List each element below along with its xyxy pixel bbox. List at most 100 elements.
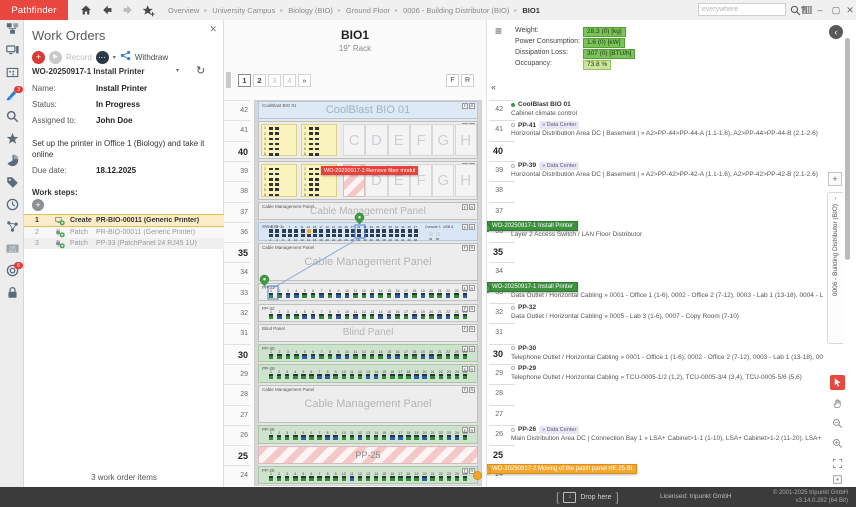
port-23[interactable]: 23 (453, 310, 460, 319)
rack-module-pp-29[interactable]: PP-29 F R 1 2 3 4 5 6 7 8 9 10 11 12 13 14 15 16 17 18 19 20 21… (258, 364, 478, 383)
rack-module-pp-26[interactable]: PP-26 F R 1 2 3 4 5 6 7 8 9 10 11 12 13 14 15 16 17 18 19 20 21… (258, 425, 478, 444)
view-f-button[interactable]: F (446, 74, 459, 87)
port-7[interactable]: 7 (316, 431, 323, 441)
rack-module-pp-32[interactable]: PP-32 F R 1 2 3 4 5 6 7 8 9 10 11 12 13 14 15 16 17 18 19 20 21… (258, 303, 478, 322)
work-order-banner[interactable]: WO-20250917-3 Remove fiber modul (321, 166, 419, 176)
rack-module-hatch[interactable]: PP-25 (258, 445, 478, 464)
switch-port[interactable] (401, 233, 406, 238)
port-16[interactable]: 16 (394, 350, 401, 360)
port-15[interactable]: 15 (386, 289, 393, 299)
port-20[interactable]: 20 (428, 289, 435, 299)
close-panel-icon[interactable]: ✕ (209, 24, 217, 34)
switch-port[interactable] (344, 229, 349, 233)
tab-building-distributor[interactable]: ‹ 0006 - Building Distributor (BIO) (827, 192, 843, 344)
port-4[interactable]: 4 (292, 431, 299, 441)
port-21[interactable]: 21 (429, 431, 436, 441)
switch-port[interactable] (401, 229, 406, 233)
port-8[interactable]: 8 (324, 370, 331, 380)
port-19[interactable]: 19 (413, 431, 420, 441)
maximize-button[interactable]: ▢ (831, 4, 841, 15)
module-chip-f[interactable]: F (462, 427, 468, 434)
port-17[interactable]: 17 (402, 350, 409, 360)
switch-port[interactable] (350, 229, 355, 233)
switch-port[interactable] (287, 233, 292, 238)
port-1[interactable]: 1 (268, 472, 275, 481)
switch-port[interactable] (319, 229, 324, 233)
port-19[interactable]: 19 (413, 472, 420, 481)
port-13[interactable]: 13 (365, 370, 372, 380)
unit-name-row[interactable]: PP-41» Data Center (511, 121, 580, 130)
breadcrumb-item[interactable]: 0006 - Building Distributor (BIO) (403, 5, 510, 15)
rack-menu-icon[interactable]: ≡ (495, 24, 503, 38)
breadcrumb-item[interactable]: BIO1 (522, 5, 540, 15)
minimize-button[interactable]: – (817, 5, 823, 15)
port-22[interactable]: 22 (445, 310, 452, 319)
fiber-slot-f[interactable]: F (409, 123, 433, 157)
sidebar-item-reports[interactable] (0, 152, 24, 174)
port-12[interactable]: 12 (360, 289, 367, 299)
port-20[interactable]: 20 (428, 350, 435, 360)
more-actions-button[interactable]: ⋯ (95, 50, 109, 64)
module-chip-f[interactable]: F (462, 467, 468, 474)
rack-module-pp-30[interactable]: PP-30 F R 1 2 3 4 5 6 7 8 9 10 11 12 13 14 15 16 17 18 19 20 21… (258, 344, 478, 363)
port-20[interactable]: 20 (421, 472, 428, 481)
module-chip-f[interactable]: F (462, 386, 468, 393)
sidebar-item-floorplan[interactable] (0, 64, 24, 86)
module-chip-r[interactable]: R (469, 325, 475, 332)
port-17[interactable]: 17 (402, 310, 409, 319)
zoom-out-icon[interactable] (830, 416, 845, 431)
port-22[interactable]: 22 (437, 431, 444, 441)
switch-port[interactable] (369, 229, 374, 233)
breadcrumb-item[interactable]: Overview (168, 5, 200, 15)
search-icon[interactable] (788, 3, 803, 17)
module-chip-r[interactable]: R (469, 224, 475, 231)
pager-button[interactable]: 4 (283, 74, 296, 87)
port-3[interactable]: 3 (284, 370, 291, 380)
port-7[interactable]: 7 (316, 370, 323, 380)
unit-name-row[interactable]: PP-39» Data Center (511, 161, 580, 170)
pager-button[interactable]: 2 (253, 74, 266, 87)
focus-selection-icon[interactable] (830, 472, 845, 487)
port-21[interactable]: 21 (436, 310, 443, 319)
port-23[interactable]: 23 (445, 472, 452, 481)
port-24[interactable]: 24 (462, 350, 469, 360)
port-24[interactable]: 24 (462, 289, 469, 299)
fiber-slot-e[interactable]: E (387, 123, 410, 157)
horizontal-scroll-thumb[interactable] (226, 72, 231, 88)
collapse-panel-button[interactable]: ‹ (829, 25, 843, 39)
port-19[interactable]: 19 (413, 370, 420, 380)
port-2[interactable]: 2 (276, 289, 283, 299)
switch-port[interactable] (363, 229, 368, 233)
barcode-icon[interactable] (799, 3, 814, 17)
port-14[interactable]: 14 (373, 431, 380, 441)
switch-port[interactable] (332, 233, 336, 238)
rack-module-blind-panel[interactable]: Blind Panel Blind Panel F R (258, 323, 478, 343)
breadcrumb-item[interactable]: University Campus (212, 5, 276, 15)
port-22[interactable]: 22 (445, 350, 452, 360)
module-chip-r[interactable]: R (469, 285, 475, 292)
port-15[interactable]: 15 (386, 350, 393, 360)
switch-port[interactable] (313, 229, 318, 233)
port-4[interactable]: 4 (293, 310, 300, 319)
switch-port[interactable] (338, 233, 343, 238)
search-input[interactable] (698, 3, 786, 16)
port-2[interactable]: 2 (276, 310, 283, 319)
port-8[interactable]: 8 (324, 431, 331, 441)
add-step-button[interactable]: + (32, 199, 44, 211)
port-5[interactable]: 5 (301, 310, 308, 319)
port-13[interactable]: 13 (369, 310, 376, 319)
module-chip-f[interactable]: F (462, 305, 468, 312)
switch-port[interactable] (382, 229, 387, 233)
withdraw-icon[interactable] (120, 48, 131, 66)
switch-port[interactable] (369, 233, 374, 238)
port-9[interactable]: 9 (335, 310, 342, 319)
port-5[interactable]: 5 (300, 370, 307, 380)
module-chip-r[interactable]: R (469, 244, 475, 251)
switch-port[interactable] (275, 233, 280, 238)
port-23[interactable]: 23 (453, 350, 460, 360)
switch-port[interactable] (325, 229, 330, 233)
module-chip-f[interactable]: F (462, 224, 468, 231)
sidebar-item-ip-addresses[interactable]: 192 0.0.1 (0, 240, 24, 262)
port-23[interactable]: 23 (453, 289, 460, 299)
